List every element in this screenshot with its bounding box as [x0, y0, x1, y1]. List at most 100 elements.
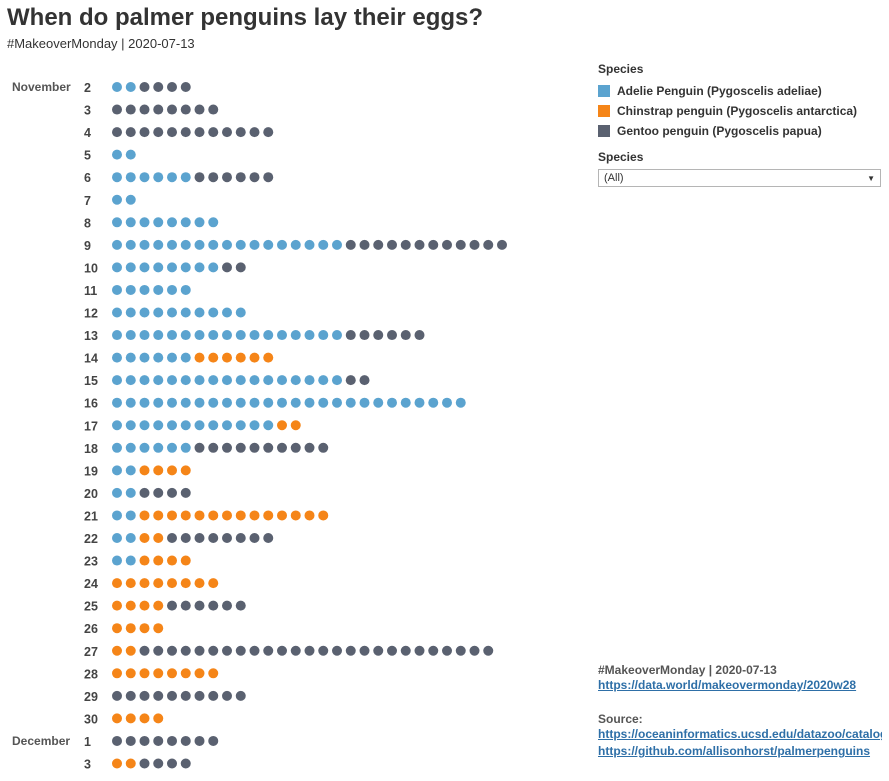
- penguin-dot-chinstrap[interactable]: [208, 352, 219, 363]
- penguin-dot-adelie[interactable]: [194, 397, 205, 408]
- penguin-dot-chinstrap[interactable]: [139, 555, 150, 566]
- penguin-dot-adelie[interactable]: [139, 284, 150, 295]
- penguin-dot-adelie[interactable]: [208, 375, 219, 386]
- penguin-dot-adelie[interactable]: [167, 420, 177, 431]
- penguin-dot-adelie[interactable]: [318, 397, 329, 408]
- penguin-dot-gentoo[interactable]: [139, 645, 150, 656]
- penguin-dot-gentoo[interactable]: [194, 442, 205, 453]
- penguin-dot-adelie[interactable]: [167, 307, 177, 318]
- penguin-dot-chinstrap[interactable]: [112, 623, 122, 634]
- penguin-dot-chinstrap[interactable]: [139, 668, 150, 679]
- penguin-dot-adelie[interactable]: [139, 172, 150, 183]
- penguin-dot-gentoo[interactable]: [194, 690, 205, 701]
- penguin-dot-adelie[interactable]: [153, 172, 164, 183]
- penguin-dot-adelie[interactable]: [125, 442, 136, 453]
- penguin-dot-gentoo[interactable]: [180, 600, 191, 611]
- penguin-dot-gentoo[interactable]: [455, 645, 466, 656]
- penguin-dot-adelie[interactable]: [263, 330, 274, 341]
- penguin-dot-gentoo[interactable]: [167, 104, 177, 115]
- penguin-dot-gentoo[interactable]: [263, 127, 274, 138]
- penguin-dot-adelie[interactable]: [180, 172, 191, 183]
- penguin-dot-gentoo[interactable]: [263, 442, 274, 453]
- penguin-dot-chinstrap[interactable]: [125, 623, 136, 634]
- penguin-dot-gentoo[interactable]: [263, 533, 274, 543]
- penguin-dot-adelie[interactable]: [167, 442, 177, 453]
- penguin-dot-gentoo[interactable]: [167, 690, 177, 701]
- penguin-dot-adelie[interactable]: [208, 239, 219, 250]
- penguin-dot-adelie[interactable]: [180, 375, 191, 386]
- penguin-dot-gentoo[interactable]: [222, 690, 232, 701]
- penguin-dot-adelie[interactable]: [208, 262, 219, 273]
- penguin-dot-adelie[interactable]: [125, 194, 136, 205]
- penguin-dot-adelie[interactable]: [208, 330, 219, 341]
- penguin-dot-gentoo[interactable]: [153, 690, 164, 701]
- penguin-dot-gentoo[interactable]: [194, 533, 205, 543]
- penguin-dot-gentoo[interactable]: [125, 127, 136, 138]
- penguin-dot-adelie[interactable]: [263, 420, 274, 431]
- penguin-dot-chinstrap[interactable]: [139, 465, 150, 476]
- penguin-dot-gentoo[interactable]: [139, 487, 150, 498]
- penguin-dot-adelie[interactable]: [249, 375, 260, 386]
- penguin-dot-adelie[interactable]: [112, 352, 122, 363]
- penguin-dot-adelie[interactable]: [112, 172, 122, 183]
- penguin-dot-gentoo[interactable]: [125, 104, 136, 115]
- legend-item-adelie[interactable]: Adelie Penguin (Pygoscelis adeliae): [598, 81, 883, 101]
- penguin-dot-gentoo[interactable]: [469, 239, 480, 250]
- penguin-dot-chinstrap[interactable]: [290, 510, 301, 521]
- penguin-dot-adelie[interactable]: [373, 397, 384, 408]
- penguin-dot-chinstrap[interactable]: [139, 533, 150, 543]
- penguin-dot-chinstrap[interactable]: [139, 578, 150, 589]
- penguin-dot-chinstrap[interactable]: [139, 713, 150, 724]
- penguin-dot-gentoo[interactable]: [180, 127, 191, 138]
- penguin-dot-adelie[interactable]: [428, 397, 439, 408]
- penguin-dot-adelie[interactable]: [125, 465, 136, 476]
- penguin-dot-gentoo[interactable]: [249, 172, 260, 183]
- penguin-dot-gentoo[interactable]: [194, 127, 205, 138]
- penguin-dot-adelie[interactable]: [277, 375, 287, 386]
- penguin-dot-gentoo[interactable]: [222, 127, 232, 138]
- penguin-dot-chinstrap[interactable]: [125, 713, 136, 724]
- penguin-dot-adelie[interactable]: [290, 375, 301, 386]
- penguin-dot-adelie[interactable]: [455, 397, 466, 408]
- penguin-dot-adelie[interactable]: [332, 375, 342, 386]
- penguin-dot-adelie[interactable]: [222, 307, 232, 318]
- penguin-dot-adelie[interactable]: [139, 375, 150, 386]
- penguin-dot-gentoo[interactable]: [112, 735, 122, 746]
- penguin-dot-gentoo[interactable]: [194, 645, 205, 656]
- penguin-dot-chinstrap[interactable]: [125, 645, 136, 656]
- penguin-dot-gentoo[interactable]: [414, 239, 425, 250]
- penguin-dot-adelie[interactable]: [359, 397, 370, 408]
- penguin-dot-adelie[interactable]: [153, 442, 164, 453]
- penguin-dot-gentoo[interactable]: [235, 690, 246, 701]
- penguin-dot-adelie[interactable]: [180, 262, 191, 273]
- penguin-dot-adelie[interactable]: [125, 239, 136, 250]
- penguin-dot-adelie[interactable]: [222, 239, 232, 250]
- penguin-dot-gentoo[interactable]: [277, 442, 287, 453]
- penguin-dot-adelie[interactable]: [112, 330, 122, 341]
- penguin-dot-adelie[interactable]: [139, 239, 150, 250]
- penguin-dot-adelie[interactable]: [222, 420, 232, 431]
- penguin-dot-gentoo[interactable]: [112, 690, 122, 701]
- penguin-dot-adelie[interactable]: [194, 262, 205, 273]
- penguin-dot-adelie[interactable]: [125, 510, 136, 521]
- penguin-dot-chinstrap[interactable]: [180, 668, 191, 679]
- penguin-dot-gentoo[interactable]: [167, 645, 177, 656]
- penguin-dot-adelie[interactable]: [167, 172, 177, 183]
- penguin-dot-chinstrap[interactable]: [112, 668, 122, 679]
- species-dropdown[interactable]: (All) ▼: [598, 169, 881, 187]
- penguin-dot-chinstrap[interactable]: [249, 352, 260, 363]
- penguin-dot-gentoo[interactable]: [249, 127, 260, 138]
- penguin-dot-chinstrap[interactable]: [208, 668, 219, 679]
- penguin-dot-adelie[interactable]: [153, 352, 164, 363]
- penguin-dot-adelie[interactable]: [112, 420, 122, 431]
- penguin-dot-gentoo[interactable]: [483, 239, 494, 250]
- penguin-dot-gentoo[interactable]: [180, 690, 191, 701]
- penguin-dot-adelie[interactable]: [153, 330, 164, 341]
- penguin-dot-adelie[interactable]: [112, 82, 122, 92]
- penguin-dot-gentoo[interactable]: [208, 127, 219, 138]
- penguin-dot-chinstrap[interactable]: [125, 758, 136, 769]
- penguin-dot-adelie[interactable]: [167, 397, 177, 408]
- penguin-dot-gentoo[interactable]: [359, 330, 370, 341]
- penguin-dot-chinstrap[interactable]: [180, 510, 191, 521]
- penguin-dot-chinstrap[interactable]: [153, 555, 164, 566]
